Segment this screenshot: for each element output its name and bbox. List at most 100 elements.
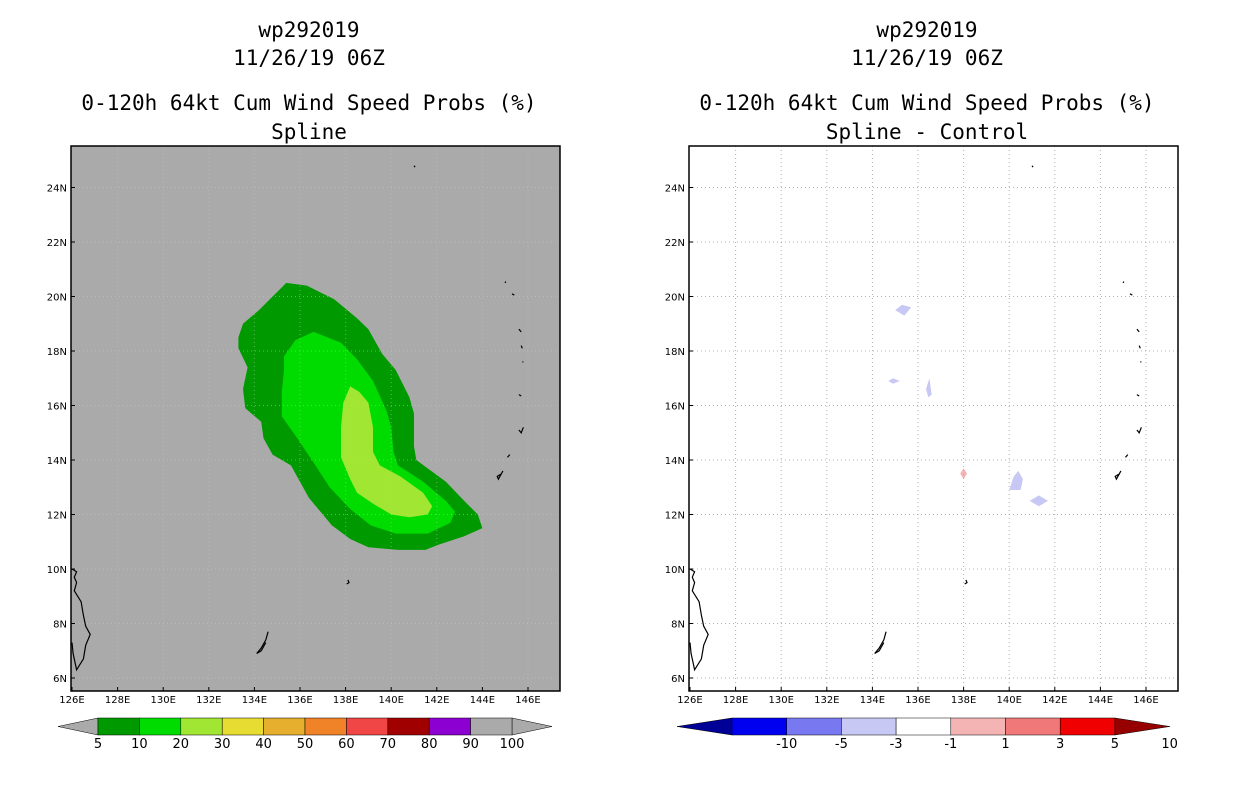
left-title-storm: wp292019 — [258, 18, 360, 42]
right-ytick-label: 10N — [665, 565, 685, 576]
left-ytick-label: 18N — [47, 347, 67, 358]
left-coastline — [511, 293, 515, 296]
left-coastline — [507, 454, 511, 458]
left-ytick-label: 16N — [47, 402, 67, 413]
right-xtick-label: 146E — [1133, 695, 1158, 706]
right-colorbar-label: 3 — [1056, 737, 1064, 752]
left-colorbar-over — [511, 717, 553, 736]
right-ytick-label: 8N — [671, 620, 685, 631]
left-colorbar-label: 90 — [462, 737, 479, 752]
right-ytick-label: 24N — [665, 184, 685, 195]
left-colorbar-swatch — [428, 717, 471, 736]
right-colorbar-label: -5 — [835, 737, 848, 752]
left-ytick-label: 6N — [53, 674, 67, 685]
right-contour-1 — [888, 378, 900, 384]
right-coastline — [1114, 470, 1122, 481]
left-panel: wp292019 11/26/19 06Z 0-120h 64kt Cum Wi… — [47, 18, 561, 752]
left-colorbar-swatch — [304, 717, 347, 736]
right-ytick-label: 20N — [665, 293, 685, 304]
left-colorbar-label: 40 — [255, 737, 272, 752]
right-colorbar-label: -1 — [944, 737, 957, 752]
left-colorbar-label: 70 — [380, 737, 397, 752]
left-colorbar-label: 100 — [500, 737, 525, 752]
right-plot-background — [689, 146, 1178, 691]
right-colorbar-swatch — [895, 717, 952, 736]
left-xtick-label: 136E — [287, 695, 312, 706]
right-xtick-label: 142E — [1042, 695, 1067, 706]
right-colorbar-swatch — [1005, 717, 1061, 736]
left-colorbar-label: 80 — [421, 737, 438, 752]
right-colorbar-label: 5 — [1111, 737, 1119, 752]
right-colorbar-swatch — [731, 717, 787, 736]
right-xtick-label: 138E — [951, 695, 976, 706]
left-xtick-label: 128E — [105, 695, 130, 706]
right-contour-5 — [960, 468, 967, 480]
right-ytick-label: 14N — [665, 456, 685, 467]
right-xtick-label: 128E — [723, 695, 748, 706]
left-colorbar-swatch — [180, 717, 223, 736]
right-colorbar-swatch — [841, 717, 897, 736]
right-xtick-label: 136E — [905, 695, 930, 706]
left-coastline — [520, 345, 523, 349]
left-coastline — [518, 328, 522, 333]
right-colorbar-label: -10 — [776, 737, 797, 752]
left-ytick-label: 22N — [47, 238, 67, 249]
right-colorbar-under — [676, 717, 733, 736]
right-coastline — [1129, 293, 1133, 296]
right-coastline — [874, 631, 887, 655]
right-map-chart: 126E 128E 130E 132E 134E 136E 138E 140E 142E 144E… — [665, 145, 1179, 752]
left-xtick-label: 146E — [515, 695, 540, 706]
right-title-storm: wp292019 — [876, 18, 978, 42]
right-colorbar-swatch — [1059, 717, 1116, 736]
right-coastline — [1136, 328, 1140, 333]
left-colorbar-swatch — [470, 717, 513, 736]
left-colorbar-swatch — [263, 717, 306, 736]
left-xtick-label: 134E — [242, 695, 267, 706]
right-colorbar-label: 10 — [1161, 737, 1178, 752]
right-colorbar-swatch — [950, 717, 1006, 736]
left-colorbar-label: 50 — [297, 737, 314, 752]
right-coastline — [689, 568, 709, 672]
left-ytick-label: 14N — [47, 456, 67, 467]
left-ytick-label: 24N — [47, 184, 67, 195]
right-plot-frame — [688, 145, 1179, 692]
left-colorbar-label: 10 — [131, 737, 148, 752]
left-title-method: Spline — [271, 120, 347, 144]
right-coastline — [1122, 281, 1125, 284]
left-colorbar-swatch — [97, 717, 140, 736]
left-colorbar-label: 60 — [338, 737, 355, 752]
left-colorbar-swatch — [387, 717, 430, 736]
right-contour-0 — [895, 304, 912, 316]
left-coastline — [413, 165, 416, 168]
right-grid — [689, 146, 1178, 691]
left-coastline — [518, 427, 524, 434]
left-ytick-label: 10N — [47, 565, 67, 576]
left-colorbar-label: 30 — [214, 737, 231, 752]
left-colorbar-swatch — [139, 717, 182, 736]
left-xtick-label: 138E — [333, 695, 358, 706]
right-colorbar-label: -3 — [890, 737, 903, 752]
left-colorbar-swatch — [346, 717, 389, 736]
left-coastline — [346, 579, 350, 585]
right-ytick-label: 18N — [665, 347, 685, 358]
right-title-product: 0-120h 64kt Cum Wind Speed Probs (%) — [699, 91, 1155, 115]
left-xtick-label: 144E — [470, 695, 495, 706]
left-coastline — [518, 394, 522, 397]
left-colorbar-label: 5 — [94, 737, 102, 752]
right-colorbar-over — [1114, 717, 1170, 736]
right-colorbar-label: 1 — [1001, 737, 1009, 752]
right-ytick-label: 22N — [665, 238, 685, 249]
left-colorbar-swatch — [221, 717, 264, 736]
right-coastline — [1138, 345, 1141, 349]
left-xtick-label: 126E — [59, 695, 84, 706]
right-xtick-label: 134E — [860, 695, 885, 706]
right-coastline — [1136, 394, 1140, 397]
left-xtick-label: 142E — [424, 695, 449, 706]
right-title-method: Spline - Control — [825, 120, 1029, 144]
right-coastline — [1136, 427, 1142, 434]
left-coastline — [504, 281, 507, 284]
left-colorbar-under — [57, 717, 99, 736]
left-plot-frame — [70, 145, 561, 692]
left-coastline — [256, 631, 269, 655]
left-xtick-label: 130E — [150, 695, 175, 706]
